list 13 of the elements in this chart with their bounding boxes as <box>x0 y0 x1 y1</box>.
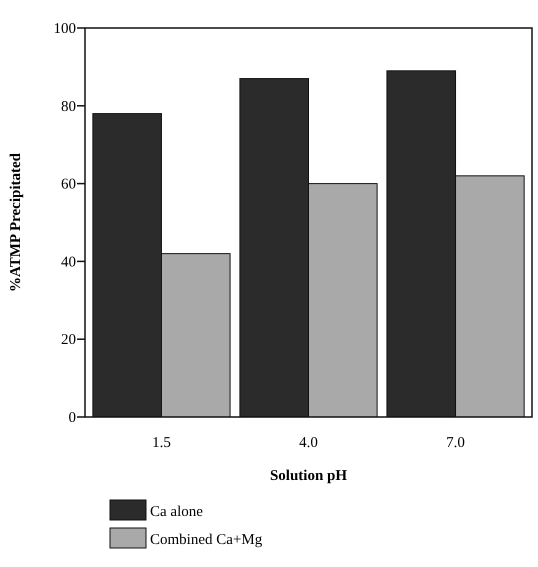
y-tick-label: 20 <box>61 332 76 348</box>
y-axis-title: %ATMP Precipitated <box>8 152 24 292</box>
y-tick-label: 40 <box>61 254 76 270</box>
y-tick-label: 60 <box>61 176 76 193</box>
legend-label: Combined Ca+Mg <box>150 532 263 548</box>
x-tick-label: 7.0 <box>446 435 465 451</box>
x-axis-title: Solution pH <box>270 468 348 484</box>
legend-label: Ca alone <box>150 504 204 520</box>
x-tick-label: 4.0 <box>299 435 318 451</box>
y-tick-label: 0 <box>68 410 76 426</box>
y-tick-label: 80 <box>61 98 76 115</box>
y-tick-label: 100 <box>54 21 76 37</box>
x-tick-label: 1.5 <box>152 435 171 451</box>
